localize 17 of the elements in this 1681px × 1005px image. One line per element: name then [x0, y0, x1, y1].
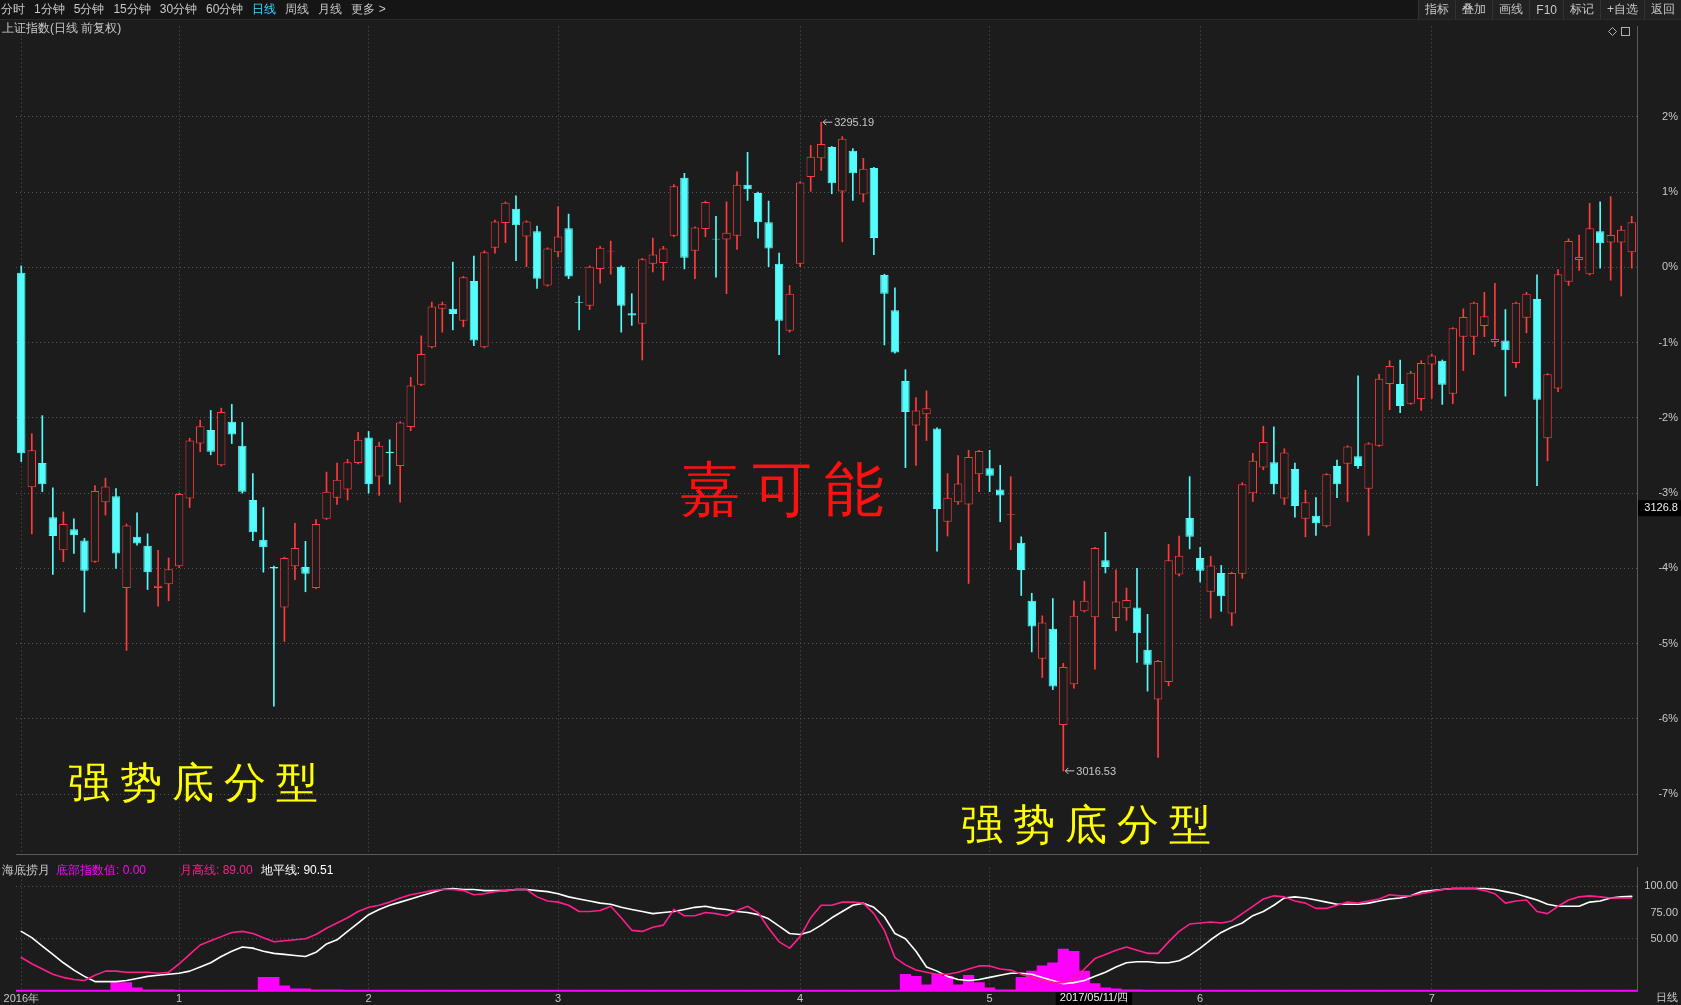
text: 15分钟: [113, 1, 151, 18]
text: 月线: [318, 1, 343, 18]
text: 返回: [1644, 0, 1681, 19]
text: 周线: [285, 1, 310, 18]
text: 5分钟: [73, 1, 105, 18]
text: 分时: [1, 1, 25, 18]
text: +自选: [1599, 0, 1644, 19]
text: 标记: [1562, 0, 1600, 19]
text: 指标: [1418, 0, 1456, 19]
text: 画线: [1492, 0, 1530, 19]
text: 叠加: [1455, 0, 1493, 19]
text: F10: [1529, 0, 1563, 19]
text: 60分钟: [206, 1, 244, 18]
text: 1分钟: [34, 1, 65, 18]
text: 日线: [252, 1, 277, 18]
text: 更多 >: [351, 1, 386, 18]
text: 30分钟: [159, 1, 198, 18]
